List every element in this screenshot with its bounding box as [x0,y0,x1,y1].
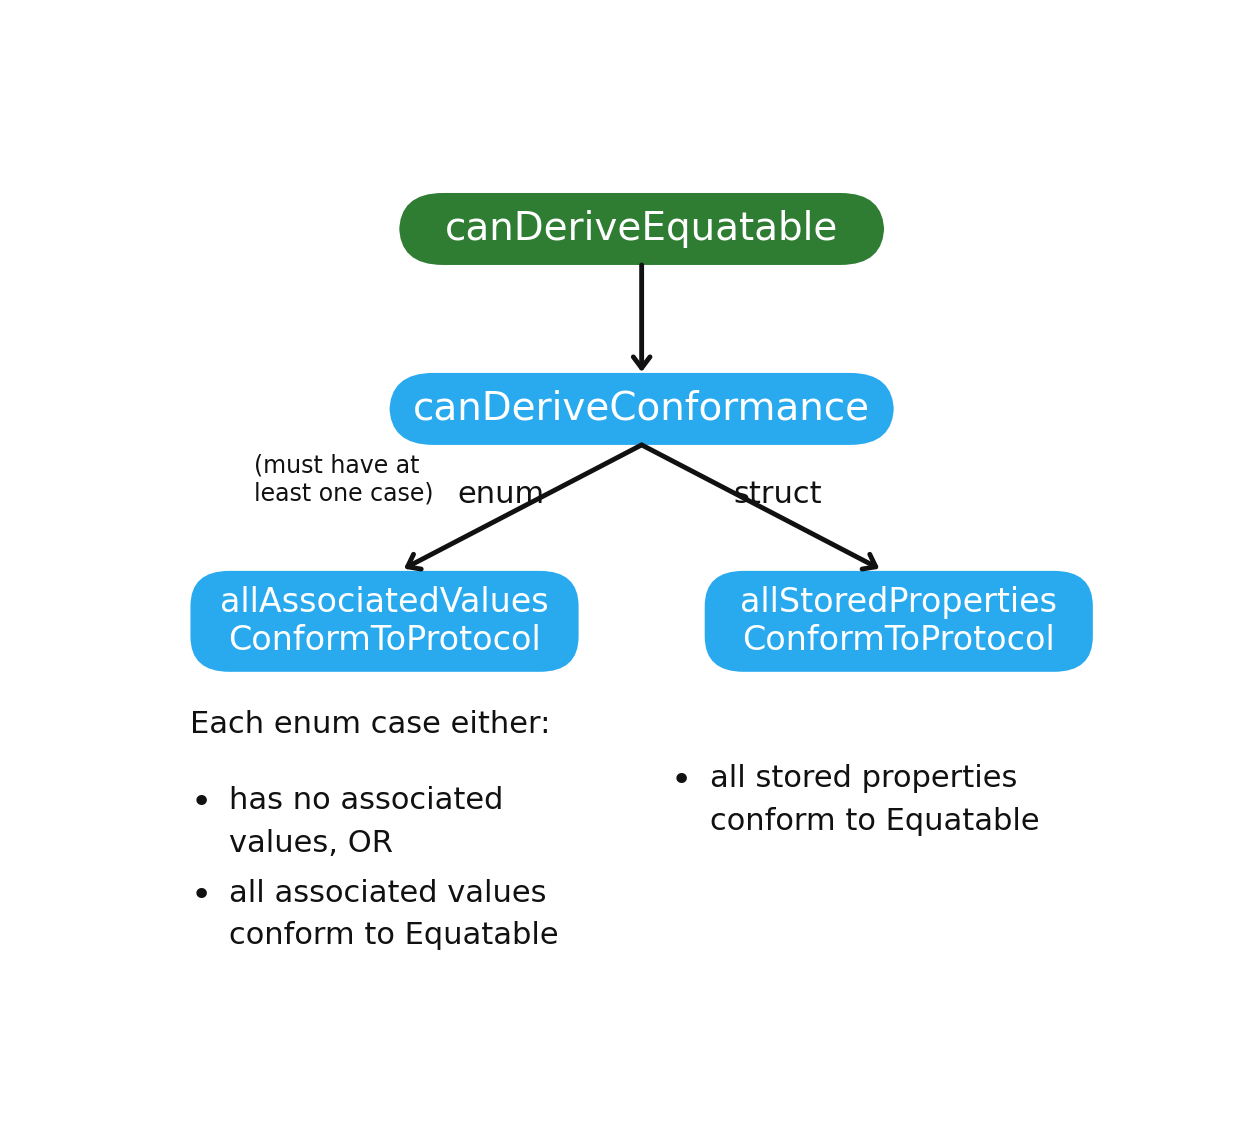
Text: •: • [190,787,212,821]
Text: •: • [671,765,692,798]
Text: all associated values
conform to Equatable: all associated values conform to Equatab… [229,879,558,951]
Text: (must have at
least one case): (must have at least one case) [253,454,433,505]
Text: all stored properties
conform to Equatable: all stored properties conform to Equatab… [710,765,1039,837]
FancyBboxPatch shape [389,373,894,445]
Text: has no associated
values, OR: has no associated values, OR [229,787,503,858]
Text: enum: enum [457,480,545,510]
Text: •: • [190,879,212,912]
FancyBboxPatch shape [190,571,578,671]
Text: allStoredProperties
ConformToProtocol: allStoredProperties ConformToProtocol [740,586,1057,657]
Text: allAssociatedValues
ConformToProtocol: allAssociatedValues ConformToProtocol [220,586,548,657]
Text: Each enum case either:: Each enum case either: [190,710,551,740]
Text: struct: struct [734,480,821,510]
FancyBboxPatch shape [399,193,884,264]
Text: canDeriveEquatable: canDeriveEquatable [444,210,839,249]
Text: canDeriveConformance: canDeriveConformance [413,390,870,428]
FancyBboxPatch shape [705,571,1093,671]
